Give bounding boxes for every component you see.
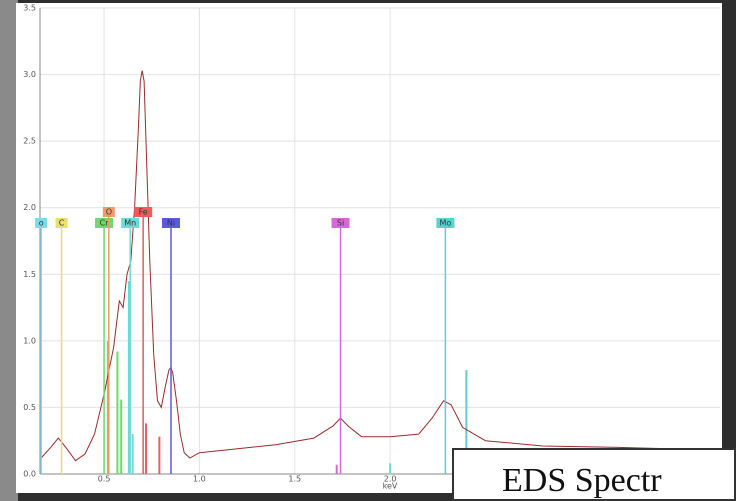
y-tick-label: 3.0	[23, 70, 36, 79]
x-tick-label: 1.0	[193, 475, 206, 484]
y-tick-label: 1.0	[23, 336, 36, 345]
element-label: o	[39, 219, 44, 228]
y-tick-label: 3.5	[23, 4, 36, 13]
x-tick-label: 0.5	[98, 475, 111, 484]
element-label: Fe	[139, 208, 148, 217]
page: keV 0.00.51.01.52.02.53.03.50.51.01.52.0…	[0, 0, 736, 501]
element-label: Si	[337, 219, 344, 228]
y-tick-label: 0.0	[23, 470, 36, 479]
element-label: Ni	[167, 219, 175, 228]
y-tick-label: 0.5	[23, 403, 36, 412]
x-tick-label: 2.0	[384, 475, 397, 484]
y-tick-label: 2.5	[23, 137, 36, 146]
element-label: Mo	[440, 219, 452, 228]
y-tick-label: 2.0	[23, 203, 36, 212]
x-tick-label: 1.5	[288, 475, 301, 484]
element-label: C	[59, 219, 65, 228]
element-label: Cr	[100, 219, 110, 228]
y-tick-label: 1.5	[23, 270, 36, 279]
side-strip	[0, 0, 18, 501]
element-label: Mn	[124, 219, 136, 228]
chart: keV 0.00.51.01.52.02.53.03.50.51.01.52.0…	[0, 0, 736, 501]
element-label: O	[106, 208, 112, 217]
annotation: EDS Spectr	[452, 448, 736, 501]
